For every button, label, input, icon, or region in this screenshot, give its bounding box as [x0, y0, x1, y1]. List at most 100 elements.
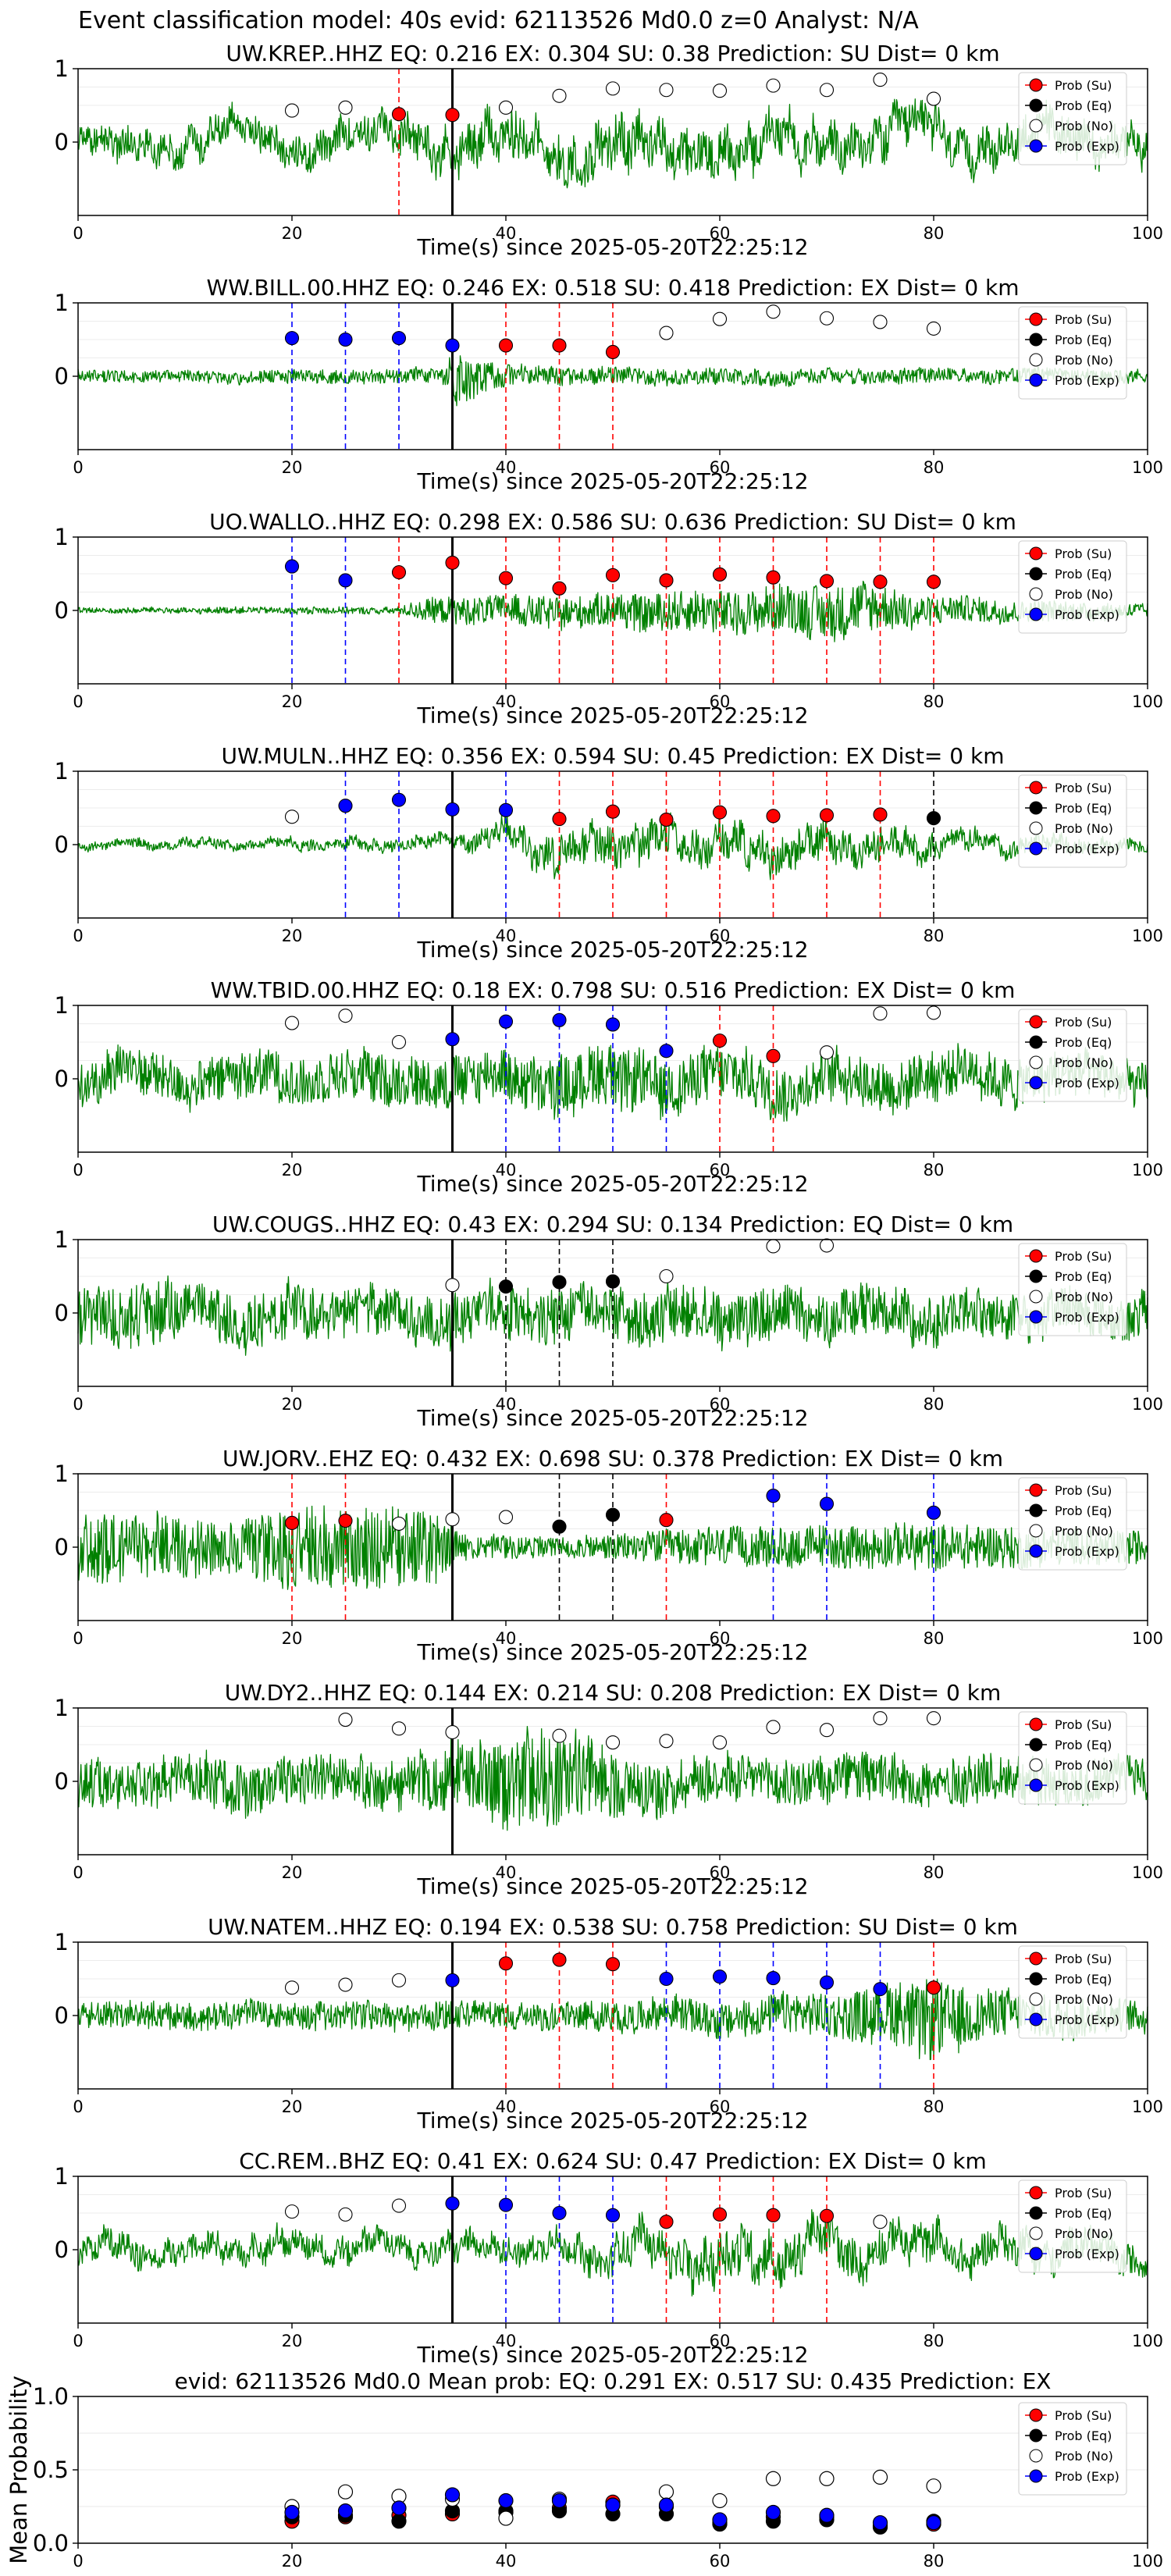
- legend-marker: [1029, 1544, 1043, 1558]
- probability-point: [873, 2215, 888, 2229]
- probability-point: [605, 804, 621, 819]
- probability-point: [445, 1724, 460, 1740]
- legend-label: Prob (Exp): [1055, 1778, 1119, 1793]
- probability-point: [284, 809, 300, 824]
- probability-point: [552, 1012, 567, 1027]
- probability-point: [338, 1977, 353, 1992]
- legend-label: Prob (Eq): [1055, 2428, 1112, 2443]
- probability-point: [819, 1975, 835, 1990]
- probability-point: [873, 1711, 888, 1726]
- waveform-trace: [77, 98, 1148, 189]
- probability-point: [819, 574, 835, 589]
- y-tick-label: 0: [55, 1300, 69, 1326]
- probability-point: [659, 1971, 674, 1987]
- x-tick-label: 80: [924, 692, 945, 711]
- waveform-trace: [77, 1505, 1148, 1590]
- legend-label: Prob (Su): [1055, 1483, 1112, 1498]
- x-tick-label: 20: [282, 224, 303, 243]
- legend-marker: [1029, 312, 1043, 326]
- probability-point: [766, 809, 781, 824]
- x-tick-label: 0: [73, 1863, 83, 1882]
- y-tick-label: 1: [55, 1929, 69, 1955]
- x-tick-label: 40: [496, 927, 517, 945]
- probability-point: [659, 812, 674, 827]
- x-tick-label: 0: [73, 1629, 83, 1648]
- probability-point: [498, 1014, 514, 1029]
- x-tick-label: 0: [73, 1161, 83, 1179]
- y-tick-label: 0: [55, 831, 69, 858]
- probability-point: [926, 1711, 941, 1726]
- x-tick-label: 100: [1132, 1629, 1163, 1648]
- legend-marker: [1029, 1290, 1043, 1304]
- x-axis-label: Time(s) since 2025-05-20T22:25:12: [416, 1171, 808, 1197]
- x-tick-label: 40: [496, 1161, 517, 1179]
- x-tick-label: 80: [924, 2332, 945, 2350]
- x-tick-label: 100: [1132, 2552, 1163, 2571]
- probability-point: [766, 304, 781, 319]
- legend-marker: [1029, 1055, 1043, 1069]
- legend-marker: [1029, 801, 1043, 815]
- panel-title: UW.MULN..HHZ EQ: 0.356 EX: 0.594 SU: 0.4…: [222, 743, 1005, 769]
- probability-point: [552, 338, 567, 353]
- legend-label: Prob (Eq): [1055, 98, 1112, 113]
- x-tick-label: 100: [1132, 458, 1163, 477]
- probability-point: [338, 799, 353, 813]
- x-tick-label: 60: [710, 2332, 731, 2350]
- legend-box: [1018, 1945, 1127, 2039]
- x-tick-label: 60: [710, 927, 731, 945]
- x-tick-label: 40: [496, 458, 517, 477]
- x-tick-label: 100: [1132, 1863, 1163, 1882]
- panel-title: UW.COUGS..HHZ EQ: 0.43 EX: 0.294 SU: 0.1…: [212, 1212, 1013, 1237]
- legend-label: Prob (Exp): [1055, 1076, 1119, 1091]
- x-tick-label: 60: [710, 224, 731, 243]
- legend-marker: [1029, 2247, 1043, 2261]
- probability-point: [498, 571, 514, 585]
- x-tick-label: 0: [73, 1395, 83, 1414]
- mean-prob-point: [926, 2515, 941, 2531]
- probability-point: [766, 570, 781, 585]
- probability-point: [926, 575, 941, 589]
- chart-panel: WW.TBID.00.HHZ EQ: 0.18 EX: 0.798 SU: 0.…: [55, 977, 1164, 1197]
- probability-point: [766, 2208, 781, 2222]
- legend-marker: [1029, 1524, 1043, 1538]
- legend-marker: [1029, 2469, 1043, 2483]
- probability-point: [605, 1274, 621, 1289]
- x-tick-label: 100: [1132, 1395, 1163, 1414]
- y-tick-label: 0: [55, 2002, 69, 2029]
- legend-marker: [1029, 2012, 1043, 2026]
- probability-point: [819, 1238, 835, 1253]
- probability-point: [284, 1515, 300, 1531]
- probability-point: [766, 1971, 781, 1986]
- x-tick-label: 60: [710, 1161, 731, 1179]
- mean-prob-point: [819, 2471, 835, 2486]
- legend-marker: [1029, 1758, 1043, 1772]
- legend-label: Prob (Eq): [1055, 567, 1112, 582]
- x-tick-label: 60: [710, 2097, 731, 2116]
- legend-marker: [1029, 139, 1043, 153]
- panel-title: UW.DY2..HHZ EQ: 0.144 EX: 0.214 SU: 0.20…: [225, 1680, 1002, 1706]
- chart-panel: UW.KREP..HHZ EQ: 0.216 EX: 0.304 SU: 0.3…: [55, 41, 1164, 260]
- probability-point: [498, 1279, 514, 1294]
- legend-label: Prob (Eq): [1055, 1972, 1112, 1987]
- legend-marker: [1029, 1717, 1043, 1731]
- probability-point: [873, 315, 888, 329]
- x-tick-label: 80: [924, 1629, 945, 1648]
- legend-label: Prob (No): [1055, 1992, 1113, 2007]
- legend-label: Prob (Su): [1055, 2186, 1112, 2201]
- chart-panel: UW.DY2..HHZ EQ: 0.144 EX: 0.214 SU: 0.20…: [55, 1680, 1164, 1899]
- legend-marker: [1029, 1972, 1043, 1986]
- probability-point: [498, 100, 514, 115]
- panel-title: CC.REM..BHZ EQ: 0.41 EX: 0.624 SU: 0.47 …: [239, 2148, 987, 2174]
- probability-point: [552, 812, 567, 827]
- mean-prob-point: [872, 2515, 888, 2531]
- panel-title: UW.NATEM..HHZ EQ: 0.194 EX: 0.538 SU: 0.…: [208, 1914, 1018, 1940]
- legend-marker: [1029, 1503, 1043, 1517]
- probability-point: [926, 1505, 941, 1520]
- legend-label: Prob (Su): [1055, 312, 1112, 327]
- x-axis-label: Time(s) since 2025-05-20T22:25:12: [416, 468, 808, 494]
- x-tick-label: 60: [710, 1395, 731, 1414]
- legend-box: [1018, 1243, 1127, 1336]
- probability-point: [712, 567, 728, 582]
- x-tick-label: 100: [1132, 224, 1163, 243]
- chart-panel: WW.BILL.00.HHZ EQ: 0.246 EX: 0.518 SU: 0…: [55, 275, 1164, 494]
